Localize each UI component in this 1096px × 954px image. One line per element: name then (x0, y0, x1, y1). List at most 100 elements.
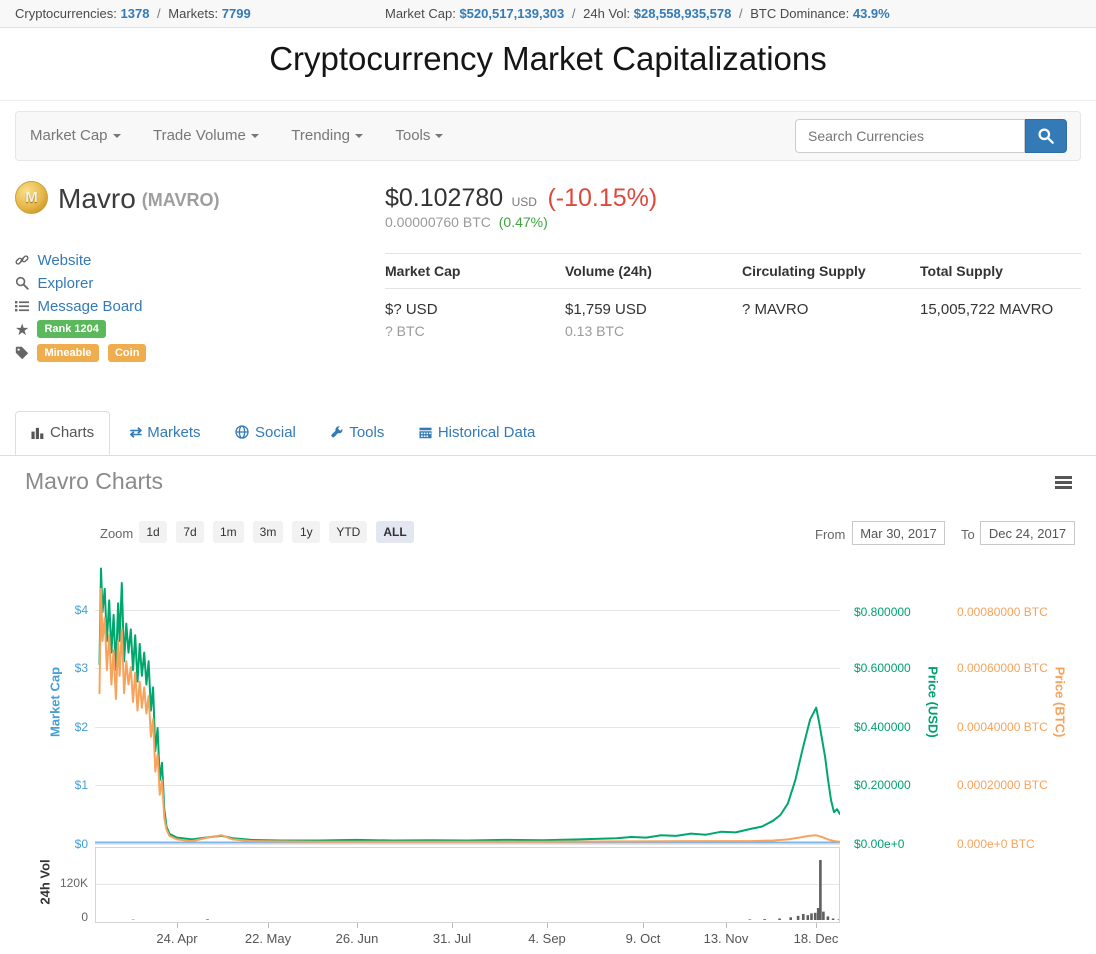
usd-tick: $0.00e+0 (854, 837, 905, 851)
wrench-icon (331, 426, 343, 438)
zoom-all-button[interactable]: ALL (376, 521, 414, 543)
link-icon (15, 253, 33, 272)
explorer-link[interactable]: Explorer (37, 275, 94, 292)
search-button[interactable] (1025, 119, 1067, 153)
cryptocurrencies-count-link[interactable]: 1378 (120, 6, 150, 21)
zoom-ytd-button[interactable]: YTD (329, 521, 368, 543)
volume-pane[interactable] (95, 847, 841, 923)
btc-tick: 0.00060000 BTC (957, 661, 1048, 675)
cryptocurrencies-label: Cryptocurrencies: (15, 6, 117, 21)
nav-item-trending[interactable]: Trending (277, 112, 377, 159)
date-to-input[interactable] (980, 521, 1075, 545)
tab-tools[interactable]: Tools (315, 412, 399, 453)
x-label-jul: 31. Jul (432, 931, 472, 946)
tag-badge-coin[interactable]: Coin (107, 344, 147, 362)
tab-charts[interactable]: Charts (15, 411, 111, 455)
zoom-1d-button[interactable]: 1d (139, 521, 167, 543)
mcap-tick-1: $1 (74, 778, 88, 792)
tags-row: Mineable Coin (15, 344, 151, 366)
date-from-input[interactable] (852, 521, 945, 545)
search-icon (1038, 128, 1054, 144)
search-form (795, 119, 1067, 153)
coin-stats-table: Market Cap Volume (24h) Circulating Supp… (385, 253, 1081, 339)
global-stats-right: Market Cap: $520,517,139,303 / 24h Vol: … (385, 6, 890, 21)
stats-value-row: $? USD ? BTC $1,759 USD 0.13 BTC ? MAVRO 1… (385, 289, 1081, 339)
market-cap-usd-value: $? USD (385, 301, 438, 318)
total-supply-value: 15,005,722 MAVRO (920, 301, 1054, 318)
btc-tick: 0.00040000 BTC (957, 720, 1048, 734)
market-cap-axis-label: Market Cap (47, 666, 63, 738)
market-cap-value-link[interactable]: $520,517,139,303 (459, 6, 565, 21)
x-label-apr: 24. Apr (156, 931, 198, 946)
tabs-divider (0, 455, 1096, 456)
tag-badge-mineable[interactable]: Mineable (37, 344, 99, 362)
price-change-btc: (0.47%) (498, 214, 548, 230)
tab-bar: Charts ⇄ Markets Social Tools Historical … (15, 411, 550, 456)
zoom-7d-button[interactable]: 7d (176, 521, 204, 543)
nav-item-tools[interactable]: Tools (381, 112, 457, 159)
stats-header-volume: Volume (24h) (565, 263, 652, 279)
zoom-1m-button[interactable]: 1m (213, 521, 244, 543)
usd-tick: $0.600000 (854, 661, 911, 675)
exchange-arrows-icon: ⇄ (129, 424, 143, 441)
coin-name: Mavro (MAVRO) (58, 183, 220, 214)
tab-historical-data[interactable]: Historical Data (404, 412, 551, 453)
price-line: $0.102780 USD (-10.15%) (385, 184, 657, 213)
btc-tick: 0.000e+0 BTC (957, 837, 1035, 851)
volume-btc-value: 0.13 BTC (565, 323, 625, 339)
hamburger-menu-icon[interactable] (1055, 476, 1072, 489)
x-label-oct: 9. Oct (625, 931, 661, 946)
chevron-down-icon (435, 134, 444, 139)
to-label: To (961, 527, 975, 542)
x-tick-mark (726, 923, 727, 928)
markets-count-link[interactable]: 7799 (221, 6, 251, 21)
stats-header-circulating-supply: Circulating Supply (742, 263, 866, 279)
x-tick-mark (452, 923, 453, 928)
main-navbar: Market Cap Trade Volume Trending Tools (15, 111, 1081, 161)
btc-tick: 0.00020000 BTC (957, 778, 1048, 792)
circulating-supply-value: ? MAVRO (742, 301, 809, 318)
chevron-down-icon (250, 134, 259, 139)
markets-label: Markets: (168, 6, 219, 21)
zoom-3m-button[interactable]: 3m (252, 521, 284, 543)
zoom-1y-button[interactable]: 1y (292, 521, 321, 543)
website-link[interactable]: Website (37, 252, 92, 269)
message-board-link[interactable]: Message Board (37, 298, 143, 315)
mcap-tick-3: $3 (74, 661, 88, 675)
price-chart-plot[interactable] (95, 560, 840, 845)
header-divider (0, 100, 1096, 101)
chart-section-title: Mavro Charts (25, 468, 164, 494)
x-label-may: 22. May (244, 931, 292, 946)
volume-tick-0: 0 (81, 910, 88, 924)
stats-header-market-cap: Market Cap (385, 263, 461, 279)
explorer-row: Explorer (15, 275, 93, 297)
nav-item-market-cap[interactable]: Market Cap (16, 112, 135, 159)
mavro-coin-icon: M (15, 181, 48, 214)
volume-chart-plot (96, 860, 841, 920)
x-tick-mark (643, 923, 644, 928)
chevron-down-icon (354, 134, 363, 139)
price-usd-axis-label: Price (USD) (925, 666, 941, 738)
nav-item-trade-volume[interactable]: Trade Volume (139, 112, 273, 159)
rank-badge[interactable]: Rank 1204 (37, 320, 106, 338)
tab-social[interactable]: Social (220, 412, 311, 453)
tag-icon (15, 346, 33, 365)
mcap-tick-2: $2 (74, 720, 88, 734)
page-title: Cryptocurrency Market Capitalizations (269, 40, 827, 77)
volume-24h-value-link[interactable]: $28,558,935,578 (633, 6, 732, 21)
btc-tick: 0.00080000 BTC (957, 605, 1048, 619)
btc-dominance-value-link[interactable]: 43.9% (852, 6, 890, 21)
x-tick-mark (177, 923, 178, 928)
price-btc-axis-label: Price (BTC) (1052, 666, 1068, 738)
search-input[interactable] (795, 119, 1025, 153)
x-label-dec: 18. Dec (793, 931, 839, 946)
coin-symbol: (MAVRO) (141, 190, 220, 210)
tab-markets[interactable]: ⇄ Markets (129, 424, 201, 441)
price-btc-line: 0.00000760 BTC (0.47%) (385, 214, 548, 230)
global-stats-bar: Cryptocurrencies: 1378 / Markets: 7799 M… (0, 0, 1096, 28)
from-label: From (815, 527, 846, 542)
zoom-label: Zoom (100, 526, 134, 541)
magnifier-icon (15, 276, 33, 295)
separator: / (739, 6, 743, 21)
